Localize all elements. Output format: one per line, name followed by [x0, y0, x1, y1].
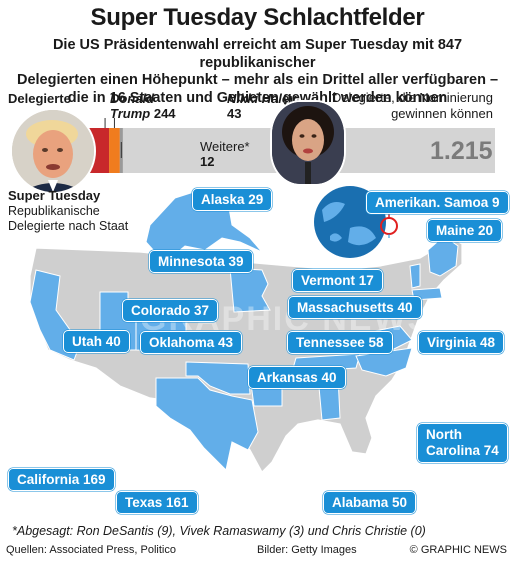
trump-photo: [10, 108, 96, 194]
tag-nc-line: Carolina 74: [426, 443, 499, 458]
subtitle-line: Die US Präsidentenwahl erreicht am Super…: [52, 37, 463, 71]
footnote: *Abgesagt: Ron DeSantis (9), Vivek Ramas…: [12, 524, 426, 538]
state-vermont: [409, 263, 421, 289]
haley-bar: [109, 128, 120, 173]
tag-vermont: Vermont 17: [292, 269, 383, 292]
trump-name: Donald Trump 244: [110, 91, 176, 121]
tag-tennessee: Tennessee 58: [287, 331, 393, 354]
haley-name: Nikki Haley 43: [227, 91, 296, 121]
tag-arkansas: Arkansas 40: [248, 366, 346, 389]
needed-value: 1.215: [430, 137, 493, 165]
haley-photo: [270, 100, 346, 186]
others-label-text: Weitere*: [200, 139, 250, 154]
footer-credit: © GRAPHIC NEWS: [409, 544, 507, 556]
subtitle-line: Delegierten einen Höhepunkt – mehr als e…: [16, 72, 499, 88]
tag-colorado: Colorado 37: [122, 299, 219, 322]
tag-nc-line: North: [426, 427, 462, 442]
tag-american-samoa: Amerikan. Samoa 9: [366, 191, 509, 214]
tag-alabama: Alabama 50: [323, 491, 417, 514]
subtitle: Die US Präsidentenwahl erreicht am Super…: [0, 37, 515, 107]
trump-last-name: Trump: [110, 106, 151, 121]
tag-utah: Utah 40: [63, 330, 130, 353]
map-legend-line: Delegierte nach Staat: [8, 219, 129, 233]
needed-label-line: gewinnen können: [391, 106, 493, 121]
tag-california: California 169: [8, 468, 115, 491]
needed-label: Delegierte, die Nominierung gewinnen kön…: [332, 90, 493, 122]
trump-value: 244: [153, 106, 176, 121]
state-minnesota: [229, 267, 271, 313]
haley-value: 43: [227, 106, 242, 121]
haley-name-text: Nikki Haley: [227, 91, 297, 106]
state-north-carolina: [355, 347, 413, 377]
map-legend-title: Super Tuesday: [8, 188, 101, 203]
trump-first-name: Donald: [110, 91, 155, 106]
delegates-label: Delegierte: [8, 91, 71, 106]
trump-last-name-row: Trump 244: [110, 106, 176, 121]
map-legend-line: Republikanische: [8, 204, 100, 218]
page-title: Super Tuesday Schlachtfelder: [90, 4, 425, 31]
tag-oklahoma: Oklahoma 43: [140, 331, 243, 354]
tag-virginia: Virginia 48: [418, 331, 505, 354]
tag-maine: Maine 20: [427, 219, 503, 242]
state-texas: [155, 377, 259, 472]
tag-alaska: Alaska 29: [192, 188, 273, 211]
others-label: Weitere* 12: [200, 139, 250, 169]
tag-north-carolina: North Carolina 74: [417, 423, 508, 463]
tag-massachusetts: Massachusetts 40: [288, 296, 422, 319]
needed-label-line: Delegierte, die Nominierung: [331, 90, 493, 105]
footer-sources: Quellen: Associated Press, Politico: [6, 544, 176, 556]
subtitle-line: die in 16 Staaten und Gebieten gewählt w…: [67, 89, 448, 106]
footer-images: Bilder: Getty Images: [257, 544, 357, 556]
tag-texas: Texas 161: [116, 491, 198, 514]
map-legend-sub: Republikanische Delegierte nach Staat: [8, 204, 128, 234]
tag-minnesota: Minnesota 39: [149, 250, 253, 273]
others-value: 12: [200, 154, 215, 169]
